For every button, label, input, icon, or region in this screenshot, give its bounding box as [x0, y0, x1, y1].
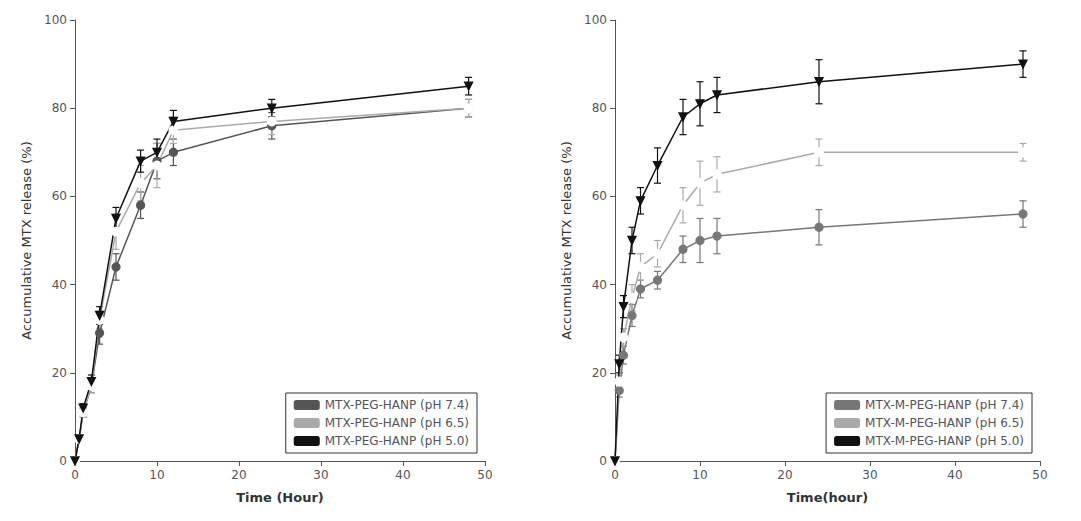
svg-text:40: 40 — [52, 278, 67, 292]
svg-text:60: 60 — [52, 189, 67, 203]
svg-text:50: 50 — [477, 468, 492, 482]
svg-text:30: 30 — [862, 468, 877, 482]
svg-text:20: 20 — [231, 468, 246, 482]
svg-text:0: 0 — [59, 454, 67, 468]
svg-text:0: 0 — [611, 468, 619, 482]
svg-text:30: 30 — [313, 468, 328, 482]
svg-text:Time(hour): Time(hour) — [787, 490, 868, 505]
svg-text:40: 40 — [395, 468, 410, 482]
svg-text:100: 100 — [584, 13, 607, 27]
svg-text:0: 0 — [599, 454, 607, 468]
svg-text:10: 10 — [149, 468, 164, 482]
svg-text:40: 40 — [592, 278, 607, 292]
svg-text:50: 50 — [1032, 468, 1047, 482]
svg-text:100: 100 — [44, 13, 67, 27]
svg-text:10: 10 — [692, 468, 707, 482]
svg-text:MTX-M-PEG-HANP (pH 6.5): MTX-M-PEG-HANP (pH 6.5) — [865, 416, 1024, 430]
svg-text:MTX-PEG-HANP (pH 7.4): MTX-PEG-HANP (pH 7.4) — [325, 398, 469, 412]
svg-text:20: 20 — [52, 366, 67, 380]
svg-text:20: 20 — [592, 366, 607, 380]
svg-text:Time (Hour): Time (Hour) — [236, 490, 324, 505]
svg-text:MTX-M-PEG-HANP (pH 5.0): MTX-M-PEG-HANP (pH 5.0) — [865, 434, 1024, 448]
svg-text:MTX-PEG-HANP (pH 6.5): MTX-PEG-HANP (pH 6.5) — [325, 416, 469, 430]
svg-text:MTX-PEG-HANP (pH 5.0): MTX-PEG-HANP (pH 5.0) — [325, 434, 469, 448]
svg-text:60: 60 — [592, 189, 607, 203]
svg-text:MTX-M-PEG-HANP (pH 7.4): MTX-M-PEG-HANP (pH 7.4) — [865, 398, 1024, 412]
svg-text:Accumulative MTX release (%): Accumulative MTX release (%) — [559, 141, 574, 339]
svg-text:20: 20 — [777, 468, 792, 482]
svg-text:80: 80 — [52, 101, 67, 115]
svg-text:40: 40 — [947, 468, 962, 482]
svg-text:Accumulative MTX release (%): Accumulative MTX release (%) — [19, 141, 34, 339]
svg-text:0: 0 — [71, 468, 79, 482]
svg-text:80: 80 — [592, 101, 607, 115]
